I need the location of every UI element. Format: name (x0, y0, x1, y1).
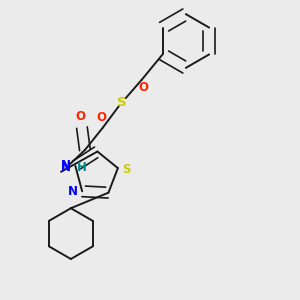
Text: N: N (61, 159, 71, 172)
Text: O: O (96, 111, 106, 124)
Text: S: S (122, 163, 130, 176)
Text: S: S (117, 96, 127, 109)
Text: O: O (138, 81, 148, 94)
Text: O: O (75, 110, 85, 123)
Text: N: N (61, 161, 70, 174)
Text: N: N (68, 185, 78, 198)
Text: H: H (77, 161, 87, 174)
